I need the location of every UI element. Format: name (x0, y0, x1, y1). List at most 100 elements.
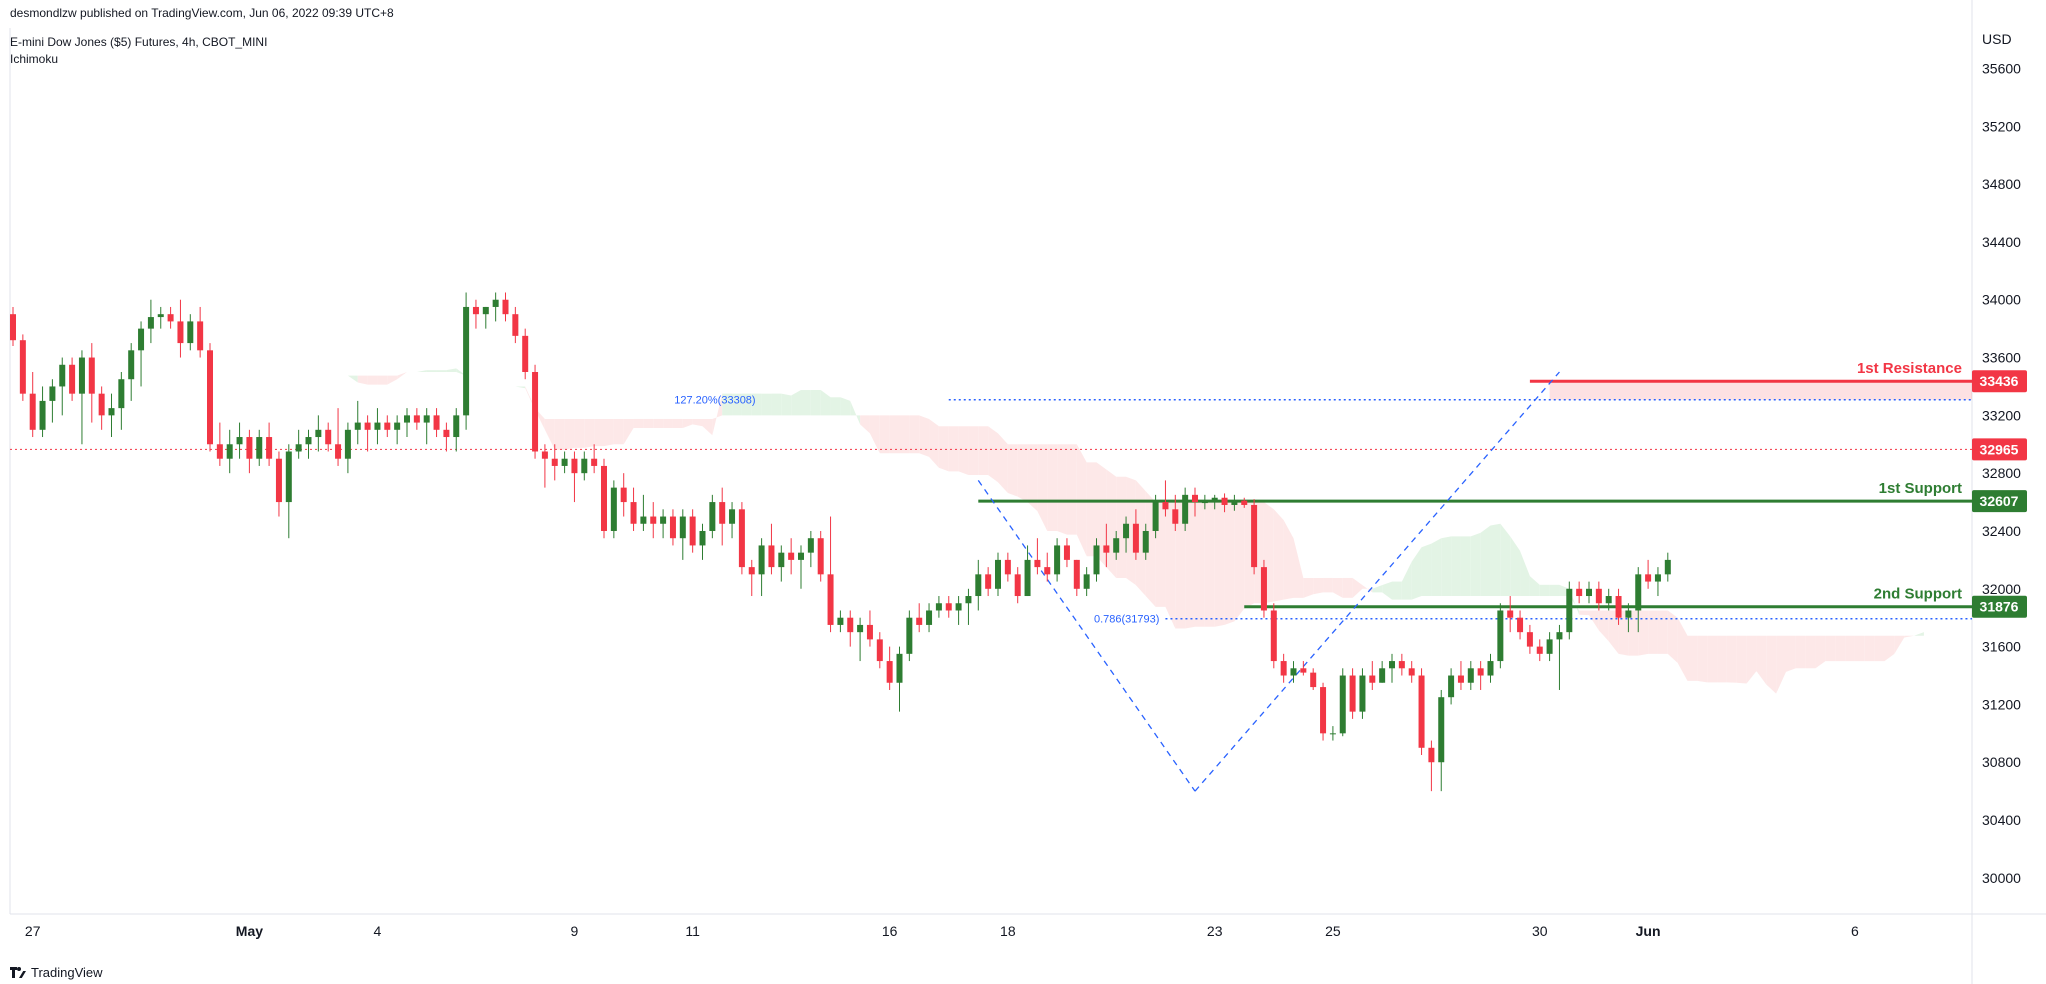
ichimoku-cloud-segment (1500, 523, 1511, 597)
ichimoku-cloud-segment (1470, 532, 1481, 597)
ichimoku-cloud-segment (869, 415, 880, 454)
candle-body (788, 552, 795, 560)
y-tick-label: 32000 (1982, 581, 2021, 597)
ichimoku-cloud-segment (988, 426, 998, 483)
ichimoku-cloud-segment (1165, 502, 1176, 629)
candle-body (1497, 610, 1504, 662)
y-tick-label: 30400 (1982, 812, 2021, 828)
candle-body (1369, 675, 1376, 683)
tradingview-brand: TradingView (31, 965, 103, 980)
ichimoku-cloud-segment (810, 390, 821, 416)
ichimoku-cloud-segment (732, 393, 742, 416)
ichimoku-cloud-segment (1598, 610, 1609, 642)
candle-body (98, 393, 105, 416)
ichimoku-cloud-segment (1579, 610, 1589, 616)
ichimoku-cloud-segment (584, 418, 595, 448)
ichimoku-cloud-segment (672, 418, 683, 429)
ichimoku-cloud-segment (397, 371, 407, 380)
candle-body (1320, 687, 1327, 734)
ichimoku-cloud-segment (1392, 581, 1402, 600)
candle-body (1664, 559, 1671, 575)
ichimoku-cloud-segment (1677, 617, 1688, 681)
candle-body (374, 422, 381, 430)
ichimoku-cloud-segment (998, 433, 1008, 494)
candle-body (1507, 610, 1514, 618)
ichimoku-cloud-segment (387, 375, 398, 385)
candle-body (1526, 632, 1533, 647)
candle-body (995, 559, 1001, 589)
ichimoku-cloud-segment (564, 418, 575, 450)
ichimoku-cloud-segment (515, 386, 526, 389)
candle-body (935, 603, 942, 611)
ichimoku-cloud-segment (1608, 610, 1619, 654)
x-tick-label: 4 (374, 923, 382, 939)
ichimoku-cloud-segment (633, 418, 644, 429)
ichimoku-cloud-segment (1795, 635, 1806, 669)
currency-label: USD (1982, 31, 2012, 47)
ichimoku-cloud-segment (613, 418, 624, 445)
candle-body (1172, 509, 1179, 524)
ichimoku-cloud-segment (1648, 610, 1658, 654)
candle-body (876, 639, 883, 662)
candle-body (857, 624, 864, 633)
candle-body (1586, 588, 1592, 597)
x-tick-label: 25 (1325, 923, 1341, 939)
candle-body (1241, 500, 1248, 505)
y-tick-label: 30800 (1982, 754, 2021, 770)
indicator-name[interactable]: Ichimoku (10, 52, 59, 66)
candle-body (512, 314, 519, 336)
candle-body (177, 321, 184, 344)
y-tick-label: 34800 (1982, 176, 2021, 192)
ichimoku-cloud-segment (278, 353, 289, 372)
candle-body (10, 314, 16, 341)
ichimoku-cloud-segment (1697, 635, 1708, 683)
ichimoku-cloud-segment (1175, 502, 1186, 629)
ichimoku-cloud-segment (702, 418, 713, 436)
candle-body (19, 340, 26, 394)
ichimoku-cloud-segment (357, 375, 368, 385)
candle-body (275, 458, 282, 503)
candle-body (1093, 545, 1100, 575)
ichimoku-cloud-segment (1185, 502, 1195, 629)
candle-body (610, 487, 617, 531)
ichimoku-cloud-segment (1815, 635, 1826, 669)
ichimoku-cloud-segment (426, 370, 437, 372)
ichimoku-cloud-segment (1717, 635, 1727, 683)
candle-body (768, 545, 775, 568)
candle-body (1063, 545, 1070, 560)
ichimoku-cloud-segment (1441, 536, 1452, 597)
ichimoku-cloud-segment (801, 390, 811, 416)
ichimoku-cloud-segment (1057, 444, 1067, 535)
candle-body (472, 306, 479, 315)
candle-body (364, 422, 371, 430)
ichimoku-cloud-segment (1037, 444, 1048, 531)
candle-body (482, 306, 489, 315)
x-tick-label: 9 (571, 923, 579, 939)
candle-body (1300, 668, 1307, 673)
ichimoku-cloud-segment (436, 370, 447, 372)
ichimoku-cloud-segment (682, 418, 693, 429)
x-tick-label: 6 (1851, 923, 1859, 939)
ichimoku-cloud-segment (1106, 469, 1117, 578)
candle-body (640, 516, 647, 524)
candle-body (837, 617, 844, 625)
candle-body (1615, 596, 1622, 618)
candle-body (335, 444, 342, 459)
ichimoku-cloud-segment (367, 375, 378, 385)
ichimoku-cloud-segment (544, 418, 555, 450)
candle-body (1408, 668, 1415, 676)
instrument-title[interactable]: E-mini Dow Jones ($5) Futures, 4h, CBOT_… (10, 35, 268, 49)
ichimoku-cloud-segment (840, 397, 851, 416)
candle-body (1290, 668, 1297, 676)
ichimoku-cloud-segment (1835, 635, 1846, 662)
candle-body (1467, 668, 1474, 683)
ichimoku-cloud-segment (1628, 610, 1639, 656)
candle-body (1566, 588, 1573, 633)
ichimoku-cloud-segment (692, 418, 703, 427)
ichimoku-cloud-segment (1332, 577, 1343, 598)
ichimoku-cloud-segment (416, 370, 427, 372)
candle-body (985, 574, 992, 589)
candle-body (1379, 668, 1386, 683)
ichimoku-cloud-segment (1510, 536, 1521, 597)
